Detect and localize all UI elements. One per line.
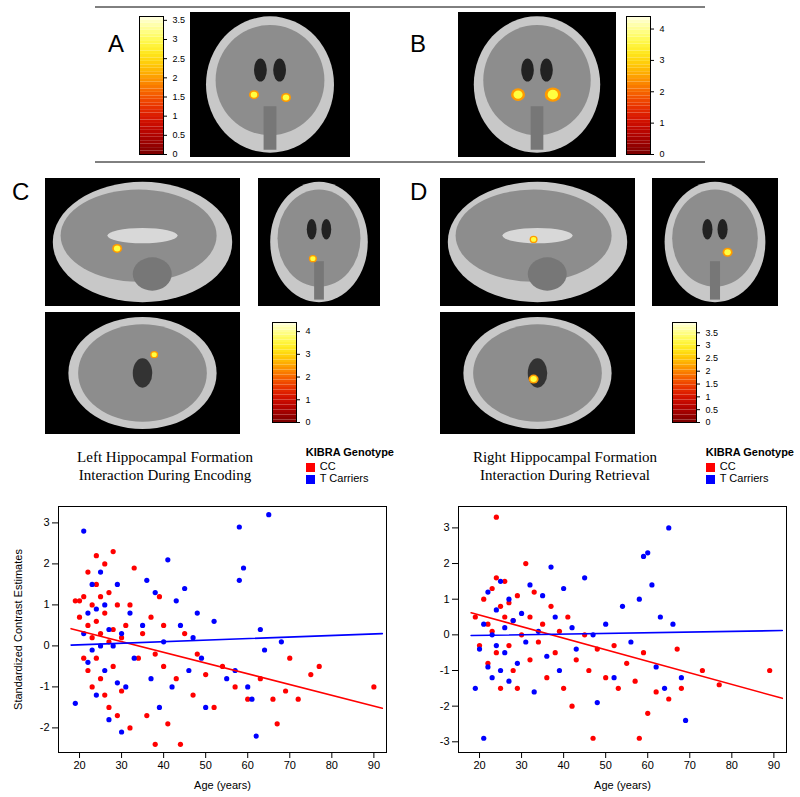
svg-text:0: 0 <box>443 628 449 640</box>
svg-text:2: 2 <box>43 557 49 569</box>
svg-text:Age (years): Age (years) <box>194 779 251 791</box>
svg-text:1: 1 <box>660 118 665 128</box>
svg-text:0: 0 <box>173 149 178 159</box>
svg-text:70: 70 <box>684 759 696 771</box>
svg-text:0: 0 <box>706 417 711 427</box>
svg-text:50: 50 <box>600 759 612 771</box>
svg-text:1.5: 1.5 <box>706 379 719 389</box>
svg-text:1: 1 <box>43 598 49 610</box>
svg-text:3.5: 3.5 <box>173 15 186 25</box>
svg-text:-1: -1 <box>440 664 450 676</box>
svg-text:C: C <box>12 178 29 205</box>
svg-text:60: 60 <box>242 759 254 771</box>
svg-text:-2: -2 <box>440 700 450 712</box>
html-text:Right Hippocampal Formation In: Right Hippocampal Formation Interaction … <box>472 449 658 483</box>
html-text:CC: CC <box>719 460 736 472</box>
svg-text:20: 20 <box>73 759 85 771</box>
svg-text:D: D <box>410 178 427 205</box>
svg-text:40: 40 <box>558 759 570 771</box>
svg-text:2: 2 <box>660 87 665 97</box>
html-text:T Carriers: T Carriers <box>319 472 369 484</box>
svg-text:80: 80 <box>726 759 738 771</box>
html-text:Left Hippocampal Formation Int: Left Hippocampal Formation Interaction D… <box>77 449 253 483</box>
svg-text:0: 0 <box>43 639 49 651</box>
svg-text:2.5: 2.5 <box>706 353 719 363</box>
svg-text:3: 3 <box>43 516 49 528</box>
svg-text:0.5: 0.5 <box>173 130 186 140</box>
svg-text:0: 0 <box>306 417 311 427</box>
svg-text:0.5: 0.5 <box>706 405 719 415</box>
svg-text:20: 20 <box>473 759 485 771</box>
svg-text:70: 70 <box>284 759 296 771</box>
svg-text:-3: -3 <box>440 735 450 747</box>
svg-text:A: A <box>108 30 124 57</box>
svg-text:3: 3 <box>706 340 711 350</box>
svg-text:2: 2 <box>306 372 311 382</box>
svg-text:Age (years): Age (years) <box>594 779 651 791</box>
svg-text:3: 3 <box>660 55 665 65</box>
svg-text:2: 2 <box>706 366 711 376</box>
svg-text:1.5: 1.5 <box>173 92 186 102</box>
html-text:KIBRA Genotype: KIBRA Genotype <box>705 446 794 458</box>
svg-text:2.5: 2.5 <box>173 54 186 64</box>
svg-text:-1: -1 <box>40 680 50 692</box>
svg-text:2: 2 <box>443 557 449 569</box>
svg-text:90: 90 <box>368 759 380 771</box>
svg-text:B: B <box>410 30 426 57</box>
svg-text:3.5: 3.5 <box>706 328 719 338</box>
html-text:KIBRA Genotype: KIBRA Genotype <box>305 446 394 458</box>
svg-text:0: 0 <box>660 149 665 159</box>
svg-text:-2: -2 <box>40 721 50 733</box>
svg-text:1: 1 <box>306 395 311 405</box>
svg-text:30: 30 <box>515 759 527 771</box>
svg-text:4: 4 <box>660 24 665 34</box>
svg-text:30: 30 <box>115 759 127 771</box>
svg-text:3: 3 <box>173 34 178 44</box>
svg-text:1: 1 <box>706 392 711 402</box>
svg-text:60: 60 <box>642 759 654 771</box>
svg-text:2: 2 <box>173 73 178 83</box>
svg-text:90: 90 <box>768 759 780 771</box>
svg-text:4: 4 <box>306 326 311 336</box>
svg-text:3: 3 <box>443 521 449 533</box>
svg-text:50: 50 <box>200 759 212 771</box>
svg-text:40: 40 <box>158 759 170 771</box>
html-text:T Carriers: T Carriers <box>719 472 769 484</box>
svg-text:1: 1 <box>443 593 449 605</box>
html-text:CC: CC <box>319 460 336 472</box>
svg-text:1: 1 <box>173 111 178 121</box>
svg-text:80: 80 <box>326 759 338 771</box>
svg-text:Standardized Contrast Estimate: Standardized Contrast Estimates <box>12 549 24 710</box>
svg-text:3: 3 <box>306 349 311 359</box>
